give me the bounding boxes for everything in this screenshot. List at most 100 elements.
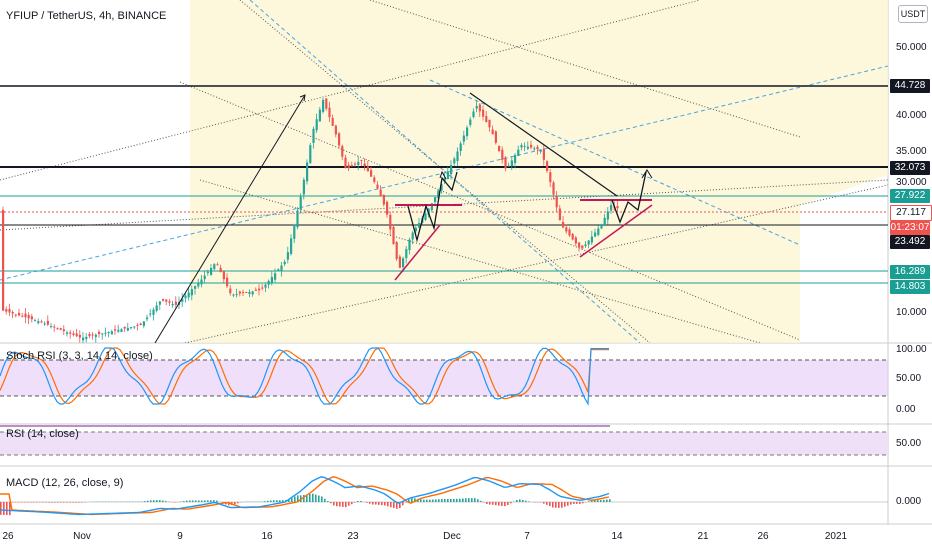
macd-hist-bar <box>48 502 50 503</box>
candle <box>459 143 462 151</box>
time-tick: Dec <box>443 531 461 542</box>
macd-hist-bar <box>384 502 386 506</box>
macd-hist-bar <box>408 499 410 502</box>
macd-hist-bar <box>378 502 380 505</box>
candle <box>306 162 309 182</box>
macd-hist-bar <box>573 502 575 504</box>
candle <box>232 294 235 296</box>
stoch-k-line <box>0 347 609 406</box>
macd-hist-bar <box>234 502 236 505</box>
candle <box>8 309 11 313</box>
candle <box>229 288 232 294</box>
candle <box>491 129 494 135</box>
macd-hist-bar <box>498 502 500 506</box>
macd-hist-bar <box>396 502 398 509</box>
macd-hist-bar <box>588 501 590 502</box>
candle <box>264 284 267 288</box>
candle <box>258 288 261 291</box>
macd-hist-bar <box>480 500 482 502</box>
candle <box>344 157 347 168</box>
macd-hist-bar <box>507 502 509 505</box>
candle <box>162 298 165 301</box>
macd-hist-bar <box>306 494 308 502</box>
candle <box>568 229 571 236</box>
candle <box>117 329 120 332</box>
candle <box>475 106 478 109</box>
macd-hist-bar <box>597 500 599 502</box>
macd-hist-bar <box>267 500 269 502</box>
candle <box>450 165 453 175</box>
macd-hist-bar <box>174 502 176 503</box>
macd-hist-bar <box>342 502 344 507</box>
macd-hist-bar <box>468 498 470 502</box>
macd-hist-bar <box>519 499 521 502</box>
stoch-rsi-pane[interactable] <box>0 347 888 406</box>
macd-hist-bar <box>486 502 488 505</box>
macd-hist-bar <box>294 496 296 502</box>
macd-hist-bar <box>603 499 605 502</box>
macd-hist-bar <box>63 502 65 503</box>
candle <box>37 321 40 324</box>
macd-hist-bar <box>357 500 359 502</box>
candle <box>168 301 171 303</box>
time-tick: 2021 <box>824 531 848 542</box>
candle <box>110 331 113 335</box>
macd-hist-bar <box>477 499 479 502</box>
macd-pane[interactable] <box>0 476 888 516</box>
candle <box>555 196 558 208</box>
candle <box>350 165 353 167</box>
macd-hist-bar <box>348 502 350 506</box>
horizontal-levels <box>0 85 888 284</box>
symbol-title: YFIUP / TetherUS, 4h, BINANCE <box>6 10 167 22</box>
macd-hist-bar <box>78 502 80 503</box>
candle <box>376 184 379 189</box>
candle <box>552 182 555 195</box>
macd-hist-bar <box>576 502 578 504</box>
macd-hist-bar <box>555 502 557 508</box>
candle <box>213 264 216 270</box>
blue-dashed-trendlines <box>0 0 888 343</box>
macd-hist-bar <box>336 502 338 507</box>
candle <box>203 275 206 280</box>
candle <box>331 117 334 126</box>
candle <box>347 164 350 169</box>
candle <box>318 109 321 122</box>
stoch-tick: 0.00 <box>896 404 916 415</box>
macd-hist-bar <box>312 493 314 502</box>
macd-hist-bar <box>330 502 332 504</box>
candle <box>98 331 101 335</box>
time-tick: 7 <box>524 531 530 542</box>
price-pane[interactable] <box>0 0 888 345</box>
macd-hist-bar <box>72 502 74 503</box>
candle <box>370 170 373 177</box>
macd-hist-bar <box>591 500 593 502</box>
candle <box>181 298 184 302</box>
macd-hist-bar <box>372 502 374 505</box>
macd-hist-bar <box>66 502 68 503</box>
candle <box>197 282 200 287</box>
candle <box>174 301 177 305</box>
macd-hist-bar <box>450 498 452 502</box>
macd-hist-bar <box>186 500 188 502</box>
candle <box>130 327 133 329</box>
macd-hist-bar <box>459 498 461 502</box>
macd-hist-bar <box>303 494 305 502</box>
currency-button[interactable]: USDT <box>898 5 928 23</box>
candle <box>40 321 43 323</box>
candle <box>482 109 485 117</box>
macd-hist-bar <box>198 500 200 502</box>
macd-hist-bar <box>516 499 518 502</box>
macd-hist-bar <box>45 502 47 503</box>
macd-hist-bar <box>339 502 341 507</box>
candle <box>322 100 325 112</box>
candle <box>363 163 366 166</box>
macd-line <box>0 476 610 516</box>
macd-hist-bar <box>354 502 356 503</box>
rsi-pane[interactable] <box>0 425 888 456</box>
macd-hist-bar <box>456 498 458 502</box>
candle <box>395 242 398 259</box>
candle <box>501 149 504 160</box>
macd-hist-bar <box>81 502 83 503</box>
candle <box>424 213 427 220</box>
